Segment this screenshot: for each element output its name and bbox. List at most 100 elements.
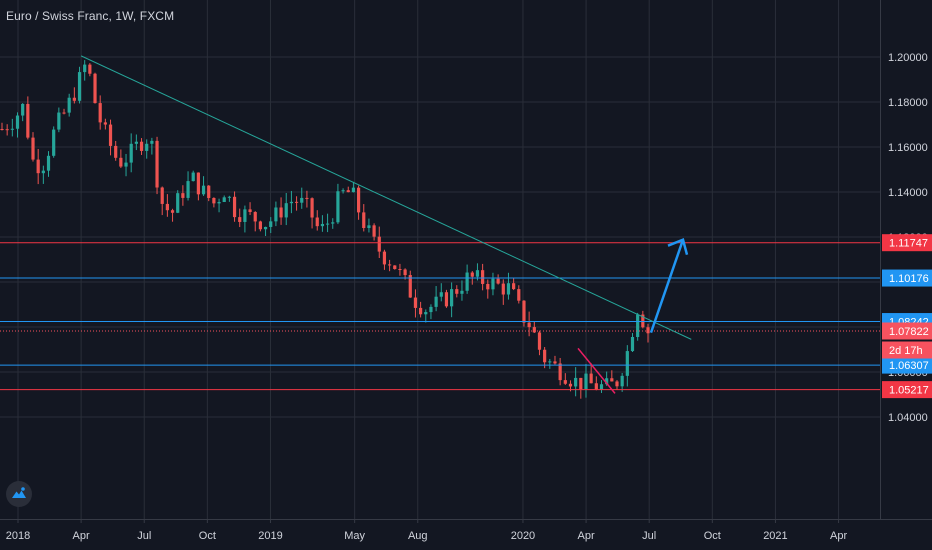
candle-up [367, 225, 371, 229]
candle-down [532, 327, 536, 333]
candle-down [388, 264, 392, 266]
candle-up [83, 64, 87, 73]
candle-up [150, 140, 154, 144]
candle-up [424, 312, 428, 315]
time-tick-label: 2018 [6, 530, 30, 542]
horizontal-levels[interactable] [0, 242, 880, 391]
projection-arrow-head[interactable] [667, 238, 689, 256]
tradingview-logo[interactable] [6, 481, 32, 507]
candle-up [460, 290, 464, 294]
candle-down [641, 314, 645, 328]
candle-down [93, 73, 97, 104]
candle-up [222, 197, 226, 203]
candle-up [429, 306, 433, 313]
candle-up [10, 128, 14, 130]
candle-up [21, 103, 25, 116]
candle-down [579, 377, 583, 390]
candle-up [574, 377, 578, 387]
candle-down [382, 251, 387, 265]
candle-down [413, 297, 418, 308]
candle-down [537, 332, 542, 350]
candle-down [522, 300, 526, 323]
candle-up [186, 181, 190, 198]
candle-down [88, 64, 92, 74]
candle-down [403, 269, 407, 276]
time-tick-label: 2020 [511, 530, 535, 542]
time-tick-label: Apr [830, 530, 847, 542]
candle-down [170, 210, 175, 213]
candle-down [315, 217, 319, 227]
price-tick-label: 1.14000 [888, 187, 928, 199]
candle-down [372, 225, 376, 237]
time-axis[interactable]: 2018 Apr Jul Oct 2019 May Aug 2020 Apr Jul Oct 2021… [6, 519, 848, 542]
candle-up [605, 378, 609, 385]
candle-down [356, 187, 361, 213]
candle-down [72, 97, 76, 101]
candle-down [103, 122, 107, 125]
price-tick-label: 1.20000 [888, 52, 928, 64]
time-tick-label: Oct [199, 530, 216, 542]
price-tick-label: 1.04000 [888, 412, 928, 424]
price-badge-bg [882, 269, 932, 287]
candle-down [646, 327, 650, 334]
candle-down [455, 289, 459, 294]
time-tick-label: Apr [73, 530, 90, 542]
candle-down [139, 141, 144, 151]
pink-trendline[interactable] [577, 347, 616, 394]
candle-down [258, 221, 262, 230]
candle-up [620, 375, 624, 387]
candle-down [62, 112, 66, 114]
time-tick-label: Jul [642, 530, 656, 542]
candle-up [176, 193, 180, 213]
candle-down [160, 187, 164, 204]
candle-up [124, 162, 128, 167]
candle-down [294, 201, 299, 203]
candle-up [134, 141, 138, 144]
candle-down [362, 212, 366, 229]
time-tick-label: Aug [408, 530, 428, 542]
candle-up [77, 72, 82, 101]
candle-down [444, 292, 449, 307]
candle-down [238, 217, 242, 222]
candle-down [181, 193, 185, 198]
candle-up [434, 296, 438, 307]
candle-up [341, 190, 345, 192]
candle-up [300, 197, 304, 203]
countdown-badge-bg [882, 341, 932, 359]
candle-down [165, 203, 169, 211]
candle-down [114, 145, 118, 158]
time-tick-label: 2019 [258, 530, 282, 542]
candle-down [481, 270, 485, 284]
candle-up [351, 187, 356, 193]
candle-down [610, 378, 614, 382]
price-badge: 1.10176 [889, 273, 929, 285]
candle-up [227, 196, 231, 198]
candle-up [67, 97, 71, 113]
candle-up [599, 384, 604, 390]
drawings[interactable] [80, 55, 692, 394]
candle-up [630, 336, 635, 352]
candle-down [212, 197, 216, 204]
chart-title: Euro / Swiss Franc, 1W, FXCM [6, 9, 175, 23]
projection-arrow[interactable] [649, 239, 685, 334]
candle-up [465, 272, 469, 291]
price-tick-label: 1.16000 [888, 142, 928, 154]
candle-down [419, 307, 423, 315]
candle-up [584, 373, 588, 390]
trendline[interactable] [80, 55, 692, 340]
candle-down [558, 363, 562, 381]
candle-down [119, 157, 123, 167]
candle-down [377, 236, 381, 252]
candle-up [46, 155, 51, 171]
candle-up [491, 278, 495, 290]
candle-up [41, 170, 45, 174]
mountain-icon [12, 487, 26, 498]
price-axis[interactable]: 1.040001.060001.080001.100001.120001.140… [888, 52, 928, 424]
candle-up [320, 223, 325, 227]
candle-down [305, 197, 309, 199]
candle-down [5, 129, 9, 131]
candle-up [450, 289, 454, 307]
candle-up [336, 191, 340, 223]
time-tick-label: Oct [704, 530, 721, 542]
